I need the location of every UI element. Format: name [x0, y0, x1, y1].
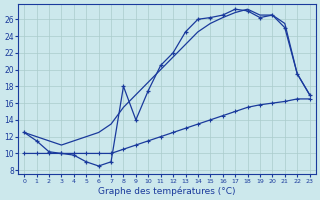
X-axis label: Graphe des températures (°C): Graphe des températures (°C): [98, 186, 236, 196]
